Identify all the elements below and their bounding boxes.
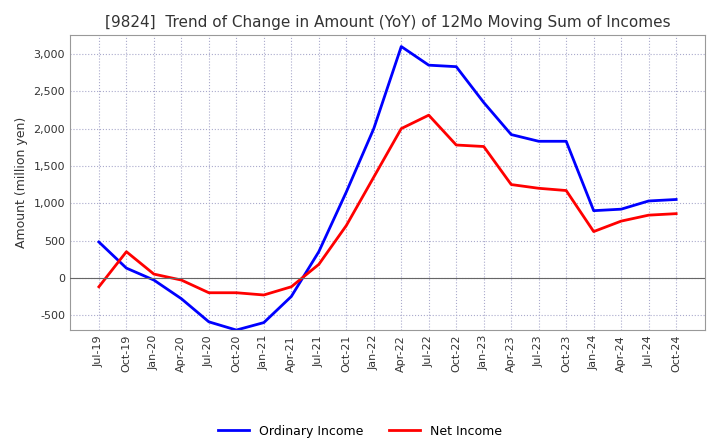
Net Income bbox=[287, 284, 296, 290]
Ordinary Income bbox=[342, 189, 351, 194]
Ordinary Income bbox=[369, 126, 378, 131]
Net Income bbox=[507, 182, 516, 187]
Net Income bbox=[424, 113, 433, 118]
Y-axis label: Amount (million yen): Amount (million yen) bbox=[15, 117, 28, 248]
Ordinary Income bbox=[150, 278, 158, 283]
Legend: Ordinary Income, Net Income: Ordinary Income, Net Income bbox=[213, 420, 507, 440]
Ordinary Income bbox=[287, 294, 296, 299]
Net Income bbox=[150, 271, 158, 277]
Ordinary Income bbox=[590, 208, 598, 213]
Net Income bbox=[534, 186, 543, 191]
Ordinary Income bbox=[617, 206, 626, 212]
Net Income bbox=[617, 219, 626, 224]
Net Income bbox=[122, 249, 131, 254]
Ordinary Income bbox=[397, 44, 405, 49]
Net Income bbox=[232, 290, 240, 295]
Ordinary Income bbox=[562, 139, 570, 144]
Ordinary Income bbox=[122, 265, 131, 271]
Net Income bbox=[452, 143, 461, 148]
Net Income bbox=[590, 229, 598, 234]
Net Income bbox=[342, 223, 351, 228]
Ordinary Income bbox=[534, 139, 543, 144]
Ordinary Income bbox=[452, 64, 461, 70]
Ordinary Income bbox=[424, 62, 433, 68]
Net Income bbox=[204, 290, 213, 295]
Net Income bbox=[397, 126, 405, 131]
Title: [9824]  Trend of Change in Amount (YoY) of 12Mo Moving Sum of Incomes: [9824] Trend of Change in Amount (YoY) o… bbox=[104, 15, 670, 30]
Ordinary Income bbox=[259, 320, 268, 325]
Ordinary Income bbox=[204, 319, 213, 324]
Net Income bbox=[94, 284, 103, 290]
Ordinary Income bbox=[315, 249, 323, 254]
Net Income bbox=[644, 213, 653, 218]
Ordinary Income bbox=[177, 296, 186, 301]
Line: Net Income: Net Income bbox=[99, 115, 676, 295]
Ordinary Income bbox=[672, 197, 680, 202]
Ordinary Income bbox=[94, 239, 103, 245]
Ordinary Income bbox=[644, 198, 653, 204]
Net Income bbox=[177, 278, 186, 283]
Ordinary Income bbox=[232, 327, 240, 333]
Line: Ordinary Income: Ordinary Income bbox=[99, 47, 676, 330]
Net Income bbox=[480, 144, 488, 149]
Net Income bbox=[672, 211, 680, 216]
Ordinary Income bbox=[480, 100, 488, 105]
Net Income bbox=[315, 262, 323, 267]
Net Income bbox=[259, 292, 268, 297]
Net Income bbox=[562, 188, 570, 193]
Ordinary Income bbox=[507, 132, 516, 137]
Net Income bbox=[369, 174, 378, 180]
